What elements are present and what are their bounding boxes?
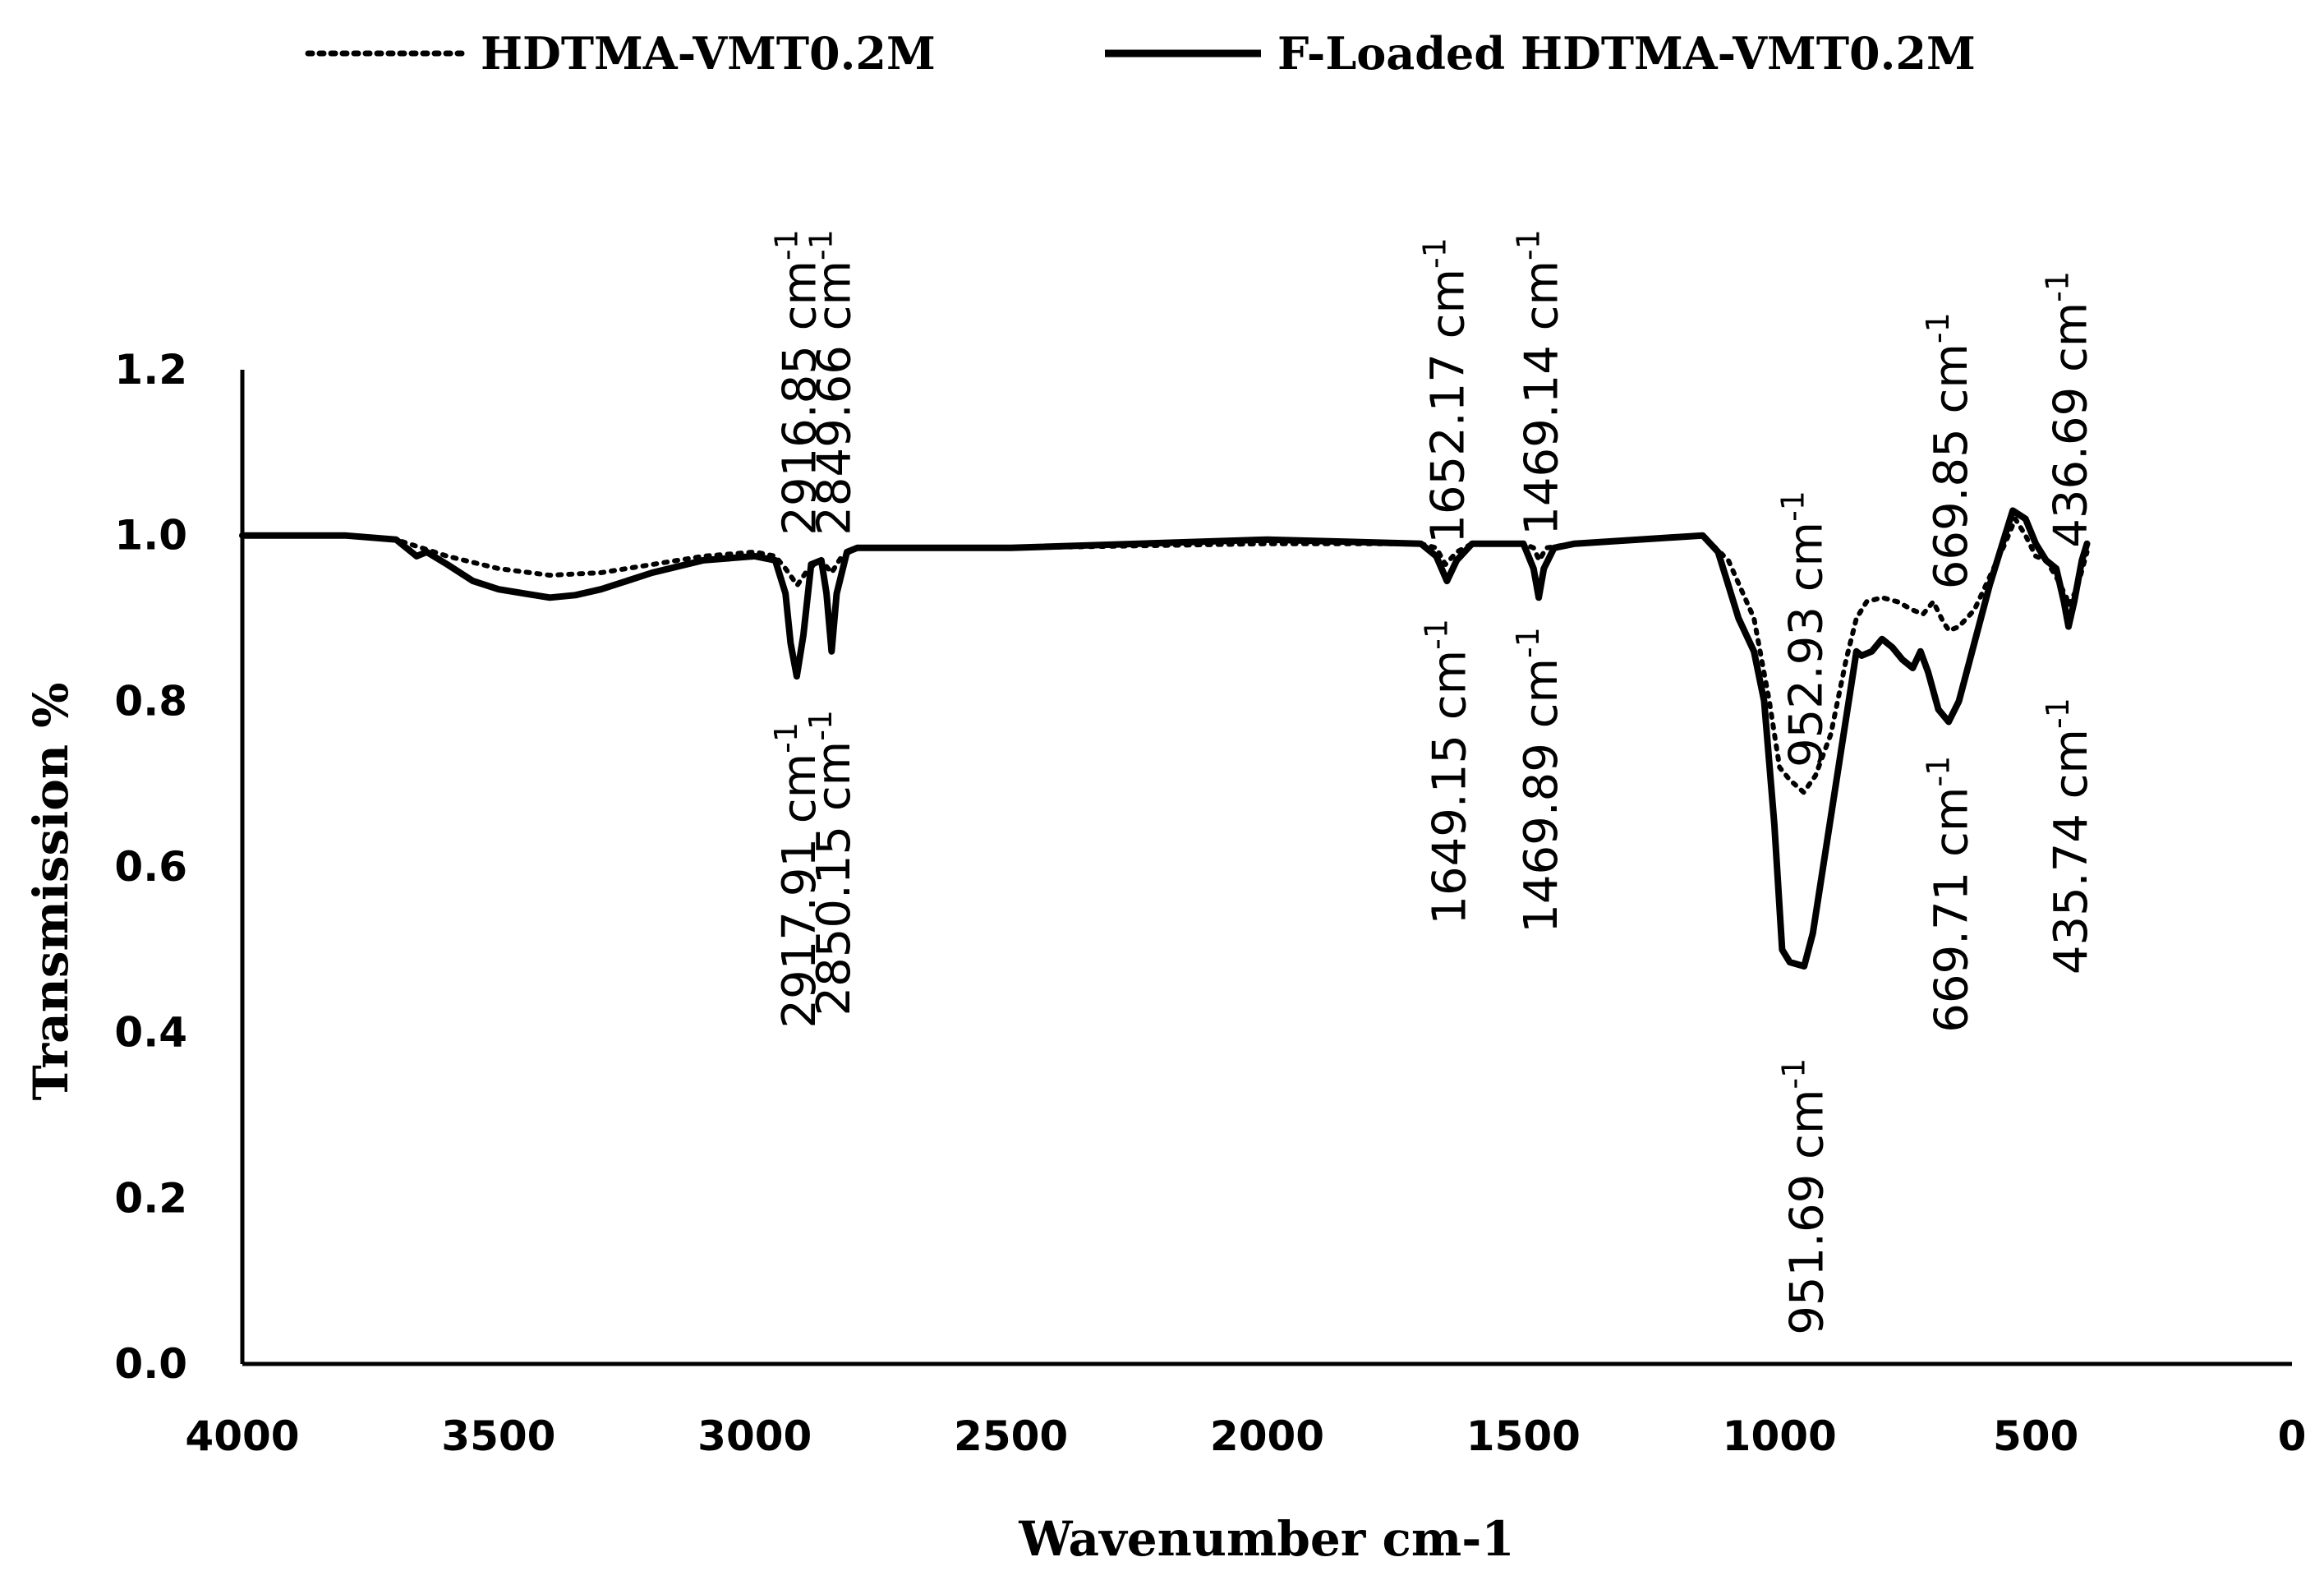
series-layer	[239, 507, 2091, 970]
y-tick-label: 0.0	[114, 1340, 187, 1388]
peak-label: 1469.89 cm-1	[1510, 627, 1568, 933]
peak-label: 436.69 cm-1	[2040, 271, 2098, 548]
x-tick-label: 1500	[1466, 1412, 1581, 1460]
legend: HDTMA-VMT0.2M F-Loaded HDTMA-VMT0.2M	[305, 27, 1976, 80]
x-tick-label: 500	[1993, 1412, 2078, 1460]
peak-label: 951.69 cm-1	[1775, 1058, 1834, 1335]
peak-label: 1649.15 cm-1	[1418, 619, 1476, 925]
y-tick-label: 1.0	[114, 512, 187, 560]
x-tick-label: 3500	[441, 1412, 555, 1460]
peak-label: 2849.66 cm-1	[803, 229, 862, 536]
peak-label: 1652.17 cm-1	[1417, 237, 1475, 544]
y-tick-label: 0.2	[114, 1174, 187, 1222]
peak-label: 669.85 cm-1	[1920, 312, 1978, 589]
x-tick-label: 2000	[1210, 1412, 1324, 1460]
x-tick-label: 4000	[185, 1412, 299, 1460]
x-tick-label: 1000	[1723, 1412, 1837, 1460]
peak-label: 2917.91 cm-1	[768, 722, 826, 1029]
legend-label-series-1: HDTMA-VMT0.2M	[481, 27, 936, 80]
x-axis-title: Wavenumber cm-1	[1018, 1511, 1514, 1567]
peak-label: 435.74 cm-1	[2040, 698, 2098, 974]
x-tick-label: 0	[2278, 1412, 2307, 1460]
peak-label: 669.71 cm-1	[1920, 756, 1978, 1033]
peak-label: 2916.85 cm-1	[769, 229, 827, 536]
x-tick-label: 3000	[697, 1412, 812, 1460]
y-tick-label: 0.4	[114, 1009, 187, 1057]
y-tick-label: 1.2	[114, 346, 187, 394]
series-line-2	[239, 507, 2091, 970]
x-tick-labels: 4000 3500 3000 2500 2000 1500 1000 500 0	[185, 1412, 2306, 1460]
peak-label: 2850.15 cm-1	[803, 710, 861, 1016]
peak-label: 952.93 cm-1	[1775, 491, 1834, 767]
peak-label: 1469.14 cm-1	[1511, 229, 1569, 536]
y-tick-label: 0.6	[114, 843, 187, 891]
y-tick-labels: 0.0 0.2 0.4 0.6 0.8 1.0 1.2	[114, 346, 187, 1388]
y-axis-title: Transmission %	[23, 683, 79, 1101]
legend-label-series-2: F-Loaded HDTMA-VMT0.2M	[1277, 27, 1976, 80]
x-tick-label: 2500	[954, 1412, 1068, 1460]
y-tick-label: 0.8	[114, 677, 187, 725]
